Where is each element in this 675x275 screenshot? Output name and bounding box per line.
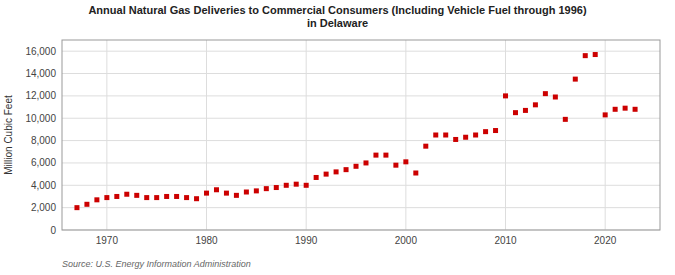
point (563, 117, 568, 122)
point (583, 53, 588, 58)
y-grid-line (62, 162, 660, 163)
point (94, 197, 99, 202)
grid (62, 40, 660, 230)
y-tick-label: 6,000 (31, 157, 56, 168)
x-tick-label: 1990 (295, 235, 318, 246)
point (623, 106, 628, 111)
y-grid-line (62, 73, 660, 74)
point (274, 185, 279, 190)
point (523, 108, 528, 113)
point (224, 191, 229, 196)
point (533, 102, 538, 107)
x-grid-line (505, 40, 506, 230)
point (294, 182, 299, 187)
y-grid-line (62, 95, 660, 96)
point (403, 159, 408, 164)
chart: Annual Natural Gas Deliveries to Commerc… (0, 0, 675, 275)
point (254, 188, 259, 193)
x-grid-line (605, 40, 606, 230)
point (324, 172, 329, 177)
point (383, 153, 388, 158)
y-tick-label: 0 (50, 225, 56, 236)
source: Source: U.S. Energy Information Administ… (62, 259, 251, 269)
x-tick-label: 1980 (195, 235, 218, 246)
point (393, 163, 398, 168)
point (433, 133, 438, 138)
point (603, 112, 608, 117)
point (184, 195, 189, 200)
point (204, 191, 209, 196)
point (363, 160, 368, 165)
plot-frame (62, 40, 660, 230)
point (483, 129, 488, 134)
point (244, 190, 249, 195)
point (84, 202, 89, 207)
title: Annual Natural Gas Deliveries to Commerc… (88, 4, 587, 29)
point (443, 133, 448, 138)
y-grid-line (62, 118, 660, 119)
y-axis-label: Million Cubic Feet (3, 95, 14, 175)
point (373, 153, 378, 158)
y-tick-label: 2,000 (31, 202, 56, 213)
y-grid-line (62, 51, 660, 52)
point (214, 187, 219, 192)
x-grid-line (405, 40, 406, 230)
y-tick-label: 8,000 (31, 135, 56, 146)
point (104, 195, 109, 200)
point (144, 195, 149, 200)
x-grid-line (206, 40, 207, 230)
point (164, 194, 169, 199)
point (354, 164, 359, 169)
point (453, 137, 458, 142)
point (194, 196, 199, 201)
point (413, 171, 418, 176)
point (573, 77, 578, 82)
point (334, 169, 339, 174)
point (344, 167, 349, 172)
y-grid-line (62, 140, 660, 141)
point (134, 193, 139, 198)
point (543, 91, 548, 96)
x-tick-label: 2020 (594, 235, 617, 246)
point (154, 195, 159, 200)
title-line: in Delaware (307, 17, 368, 29)
point (304, 183, 309, 188)
point (503, 93, 508, 98)
point (124, 192, 129, 197)
y-tick-label: 10,000 (25, 113, 56, 124)
point (553, 95, 558, 100)
y-tick-label: 4,000 (31, 180, 56, 191)
point (493, 128, 498, 133)
point (513, 110, 518, 115)
point (74, 205, 79, 210)
point (593, 52, 598, 57)
point (423, 144, 428, 149)
point (284, 183, 289, 188)
title-line: Annual Natural Gas Deliveries to Commerc… (88, 4, 587, 16)
x-tick-label: 2000 (395, 235, 418, 246)
point (633, 107, 638, 112)
point (473, 133, 478, 138)
y-tick-label: 12,000 (25, 90, 56, 101)
point (174, 194, 179, 199)
point (613, 107, 618, 112)
point (264, 186, 269, 191)
y-tick-label: 14,000 (25, 68, 56, 79)
point (234, 193, 239, 198)
x-grid-line (306, 40, 307, 230)
x-tick-label: 2010 (494, 235, 517, 246)
y-grid-line (62, 207, 660, 208)
point (463, 135, 468, 140)
point (114, 194, 119, 199)
x-grid-line (106, 40, 107, 230)
y-tick-label: 16,000 (25, 46, 56, 57)
point (314, 175, 319, 180)
points (74, 52, 637, 210)
x-tick-label: 1970 (96, 235, 119, 246)
y-grid-line (62, 185, 660, 186)
